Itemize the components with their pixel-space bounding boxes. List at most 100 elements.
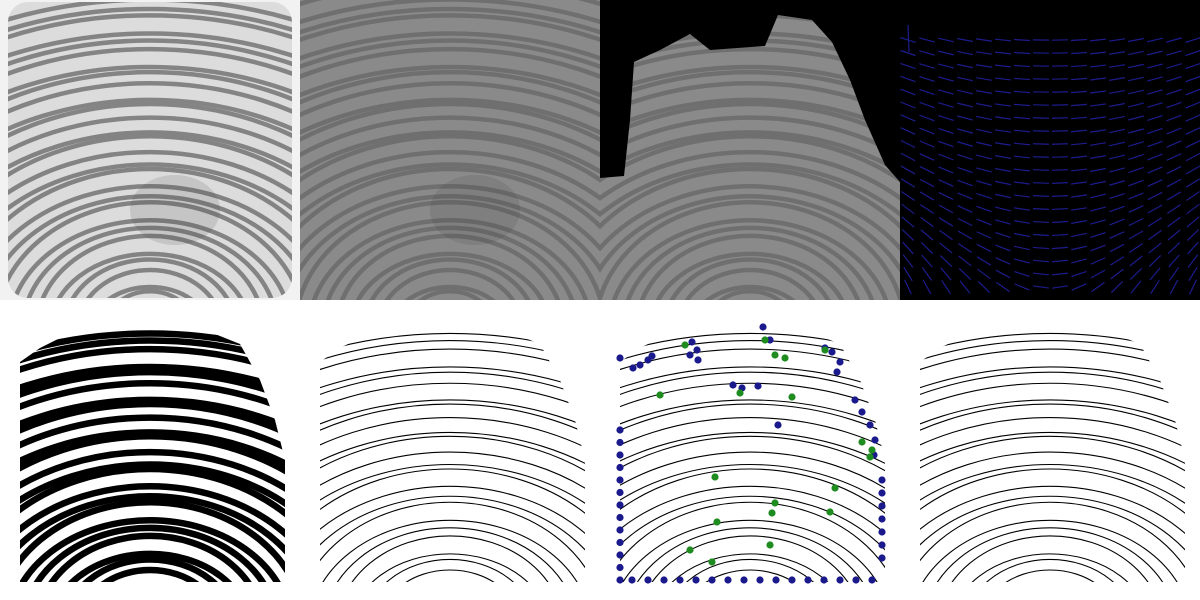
ridge bbox=[620, 451, 885, 582]
orientation bbox=[1032, 285, 1050, 289]
orientation bbox=[1013, 116, 1031, 120]
ridge bbox=[320, 495, 585, 582]
orientation bbox=[1090, 180, 1106, 186]
ridge bbox=[621, 527, 879, 582]
ridge bbox=[20, 465, 285, 582]
orientation bbox=[1166, 101, 1182, 109]
orientation bbox=[1070, 90, 1088, 94]
orientation bbox=[957, 37, 973, 43]
ending-point bbox=[724, 576, 732, 584]
ridge bbox=[920, 322, 1185, 582]
orientation bbox=[1147, 191, 1163, 201]
orientation bbox=[1147, 127, 1163, 135]
orientation bbox=[1013, 90, 1031, 94]
orientation bbox=[995, 244, 1011, 252]
orientation bbox=[938, 179, 954, 187]
orientation bbox=[919, 204, 935, 214]
orientation bbox=[995, 206, 1011, 212]
ridge bbox=[20, 225, 280, 298]
ridge bbox=[300, 166, 600, 230]
orientation bbox=[900, 49, 916, 57]
orientation bbox=[976, 231, 992, 239]
orientation bbox=[1070, 103, 1088, 107]
orientation bbox=[959, 280, 971, 294]
ridge bbox=[320, 332, 585, 582]
orientation bbox=[1150, 279, 1160, 295]
ridge bbox=[369, 257, 531, 300]
ridge bbox=[20, 337, 285, 582]
raw-print-panel bbox=[0, 0, 300, 300]
orientation bbox=[920, 216, 934, 228]
orientation bbox=[1090, 231, 1106, 239]
orientation bbox=[957, 166, 973, 174]
orientation bbox=[1070, 194, 1088, 198]
ridge bbox=[20, 524, 281, 582]
ridge bbox=[620, 468, 885, 582]
ridge bbox=[300, 38, 600, 70]
orientation bbox=[901, 191, 915, 201]
ridge bbox=[300, 200, 600, 300]
ridge bbox=[20, 330, 285, 582]
ending-point bbox=[868, 576, 876, 584]
ridge bbox=[920, 501, 1185, 582]
ridge bbox=[991, 587, 1109, 600]
bifurcation-point bbox=[766, 541, 774, 549]
segmented-panel bbox=[600, 0, 900, 300]
ridge bbox=[320, 417, 585, 582]
ridge bbox=[20, 396, 285, 582]
orientation bbox=[1013, 207, 1031, 211]
orientation bbox=[1186, 203, 1200, 215]
orientation bbox=[976, 180, 992, 186]
orientation bbox=[900, 178, 916, 188]
orientation bbox=[957, 115, 973, 121]
orientation bbox=[938, 76, 954, 82]
ridge bbox=[620, 435, 885, 582]
orientation bbox=[1185, 50, 1200, 57]
orientation bbox=[1129, 267, 1143, 281]
orientation bbox=[900, 101, 916, 109]
orientation bbox=[957, 179, 973, 187]
orientation bbox=[957, 141, 973, 147]
ending-point bbox=[756, 576, 764, 584]
ridge bbox=[20, 345, 285, 582]
ridge bbox=[663, 558, 837, 582]
ridge bbox=[8, 6, 292, 298]
minutiae-panel bbox=[616, 322, 886, 584]
orientation bbox=[957, 230, 973, 240]
ridge bbox=[320, 519, 585, 582]
orientation bbox=[939, 255, 953, 267]
ending-point bbox=[858, 408, 866, 416]
ridge bbox=[600, 200, 900, 300]
ridge bbox=[600, 69, 900, 105]
orientation bbox=[1014, 232, 1030, 238]
orientation bbox=[919, 127, 935, 135]
ridge bbox=[105, 591, 195, 600]
orientation bbox=[976, 193, 992, 199]
orientation bbox=[1109, 141, 1125, 147]
orientation bbox=[976, 141, 992, 147]
orientation bbox=[1185, 152, 1200, 162]
orientation bbox=[1110, 280, 1124, 294]
ending-point bbox=[772, 576, 780, 584]
bifurcation-point bbox=[708, 558, 716, 566]
orientation bbox=[995, 193, 1011, 199]
orientation bbox=[1128, 179, 1144, 187]
ridge bbox=[47, 251, 253, 298]
ridge bbox=[920, 371, 1185, 582]
orientation-lines bbox=[900, 24, 1200, 295]
ending-point bbox=[616, 476, 624, 484]
ending-point bbox=[616, 451, 624, 459]
ending-point bbox=[851, 396, 859, 404]
orientation bbox=[919, 76, 935, 82]
orientation bbox=[1167, 242, 1181, 254]
orientation bbox=[1128, 141, 1144, 147]
ridge bbox=[33, 532, 267, 582]
ridge bbox=[8, 97, 292, 298]
ending-point bbox=[708, 576, 716, 584]
orientation bbox=[1089, 116, 1107, 120]
orientation bbox=[1090, 167, 1106, 173]
orientation bbox=[994, 103, 1012, 107]
ridge bbox=[320, 468, 585, 582]
ending-point bbox=[804, 576, 812, 584]
ridge bbox=[8, 162, 292, 298]
